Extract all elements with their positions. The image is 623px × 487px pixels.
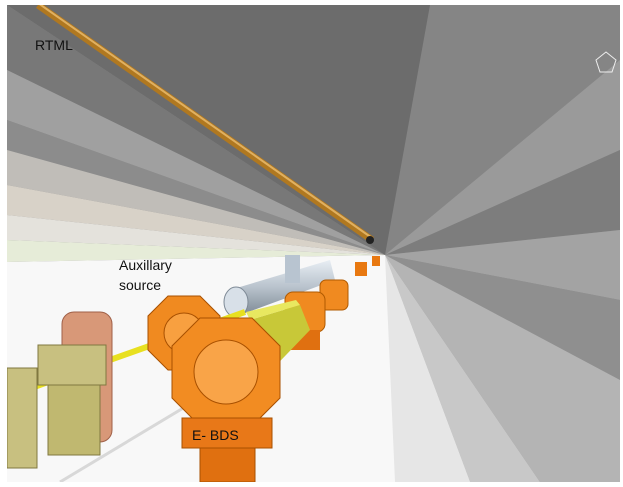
label: Auxillary xyxy=(119,257,172,273)
wall-panel xyxy=(385,255,620,482)
girder-top xyxy=(246,300,300,320)
wall-panel xyxy=(385,60,620,255)
wall-panel xyxy=(7,215,385,255)
magnet xyxy=(372,256,380,266)
magnet-stand xyxy=(181,417,273,449)
magnet-stand xyxy=(199,447,256,482)
rod-highlight xyxy=(39,5,373,239)
wall-panel xyxy=(385,150,620,255)
rod xyxy=(35,5,375,243)
wall-panel xyxy=(385,255,540,482)
pipe xyxy=(230,260,335,315)
magnet xyxy=(355,262,367,276)
wall-panel xyxy=(7,5,385,255)
label: E- BDS xyxy=(192,427,239,443)
wall-panel xyxy=(385,230,620,300)
support xyxy=(285,255,300,283)
stand xyxy=(7,367,38,469)
stand xyxy=(47,384,101,456)
view-gizmo xyxy=(595,51,617,73)
wall-panel xyxy=(7,185,385,255)
scene xyxy=(7,5,620,482)
stand xyxy=(37,344,107,386)
label: RTML xyxy=(35,37,73,53)
wall-panel xyxy=(7,150,385,255)
wall-panel xyxy=(7,70,385,255)
rod-end xyxy=(366,236,374,244)
magnet-core xyxy=(193,339,259,405)
wall-panel xyxy=(385,5,620,255)
label: source xyxy=(119,277,161,293)
wall-panel xyxy=(7,120,385,255)
floor-edge xyxy=(385,255,470,482)
